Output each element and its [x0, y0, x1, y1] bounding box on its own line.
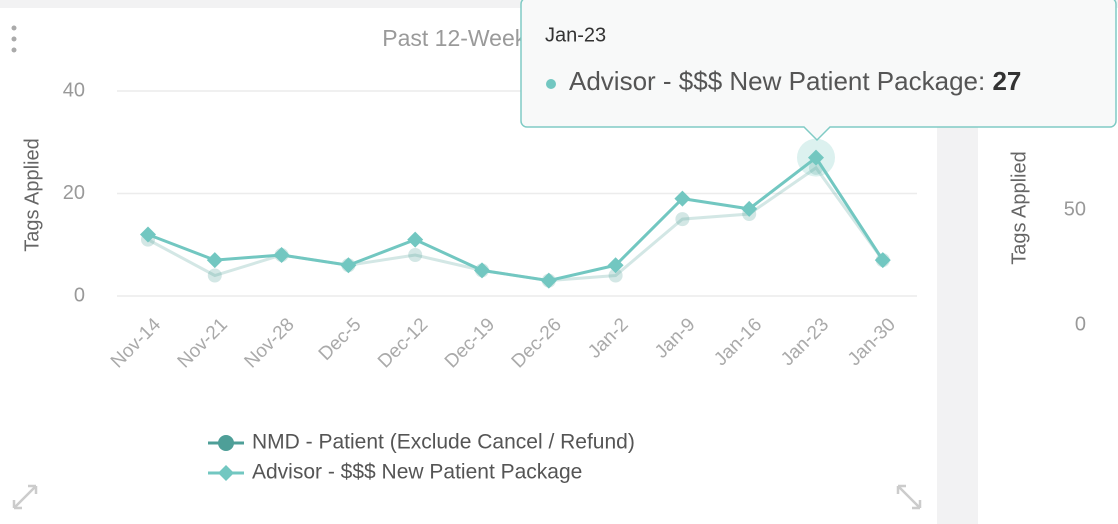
y-tick-label: 50: [1064, 198, 1086, 220]
expand-icon[interactable]: [896, 484, 922, 510]
tooltip-text: Advisor - $$$ New Patient Package: 27: [569, 66, 1021, 96]
data-point: [741, 200, 758, 217]
expand-icon[interactable]: [12, 484, 38, 510]
data-point: [808, 149, 824, 166]
data-point: [540, 272, 557, 289]
y-axis-label: Tags Applied: [1008, 151, 1030, 264]
y-tick-label: 20: [63, 182, 85, 204]
legend-marker: [218, 465, 234, 481]
tooltip-series: Advisor - $$$ New Patient Package: [569, 66, 978, 96]
chart-title: Past 12-Weeks: [382, 25, 538, 51]
data-point: [207, 268, 222, 283]
data-point: [674, 190, 691, 207]
data-point: [408, 248, 423, 262]
hover-halo: [797, 138, 835, 177]
data-point: [675, 212, 690, 227]
card: [0, 8, 937, 524]
tooltip: Jan-23 Advisor - $$$ New Patient Package…: [520, 0, 1117, 142]
data-point: [874, 252, 891, 269]
data-point: [140, 226, 156, 243]
legend-label: Advisor - $$$ New Patient Package: [252, 461, 582, 484]
data-point: [407, 231, 424, 248]
data-point: [474, 262, 490, 279]
data-point: [607, 257, 624, 274]
tooltip-dot: [546, 79, 556, 89]
series-line: [147, 155, 885, 283]
card: [978, 8, 1118, 524]
y-tick-label: 40: [63, 79, 85, 101]
drag-handle[interactable]: [11, 25, 17, 53]
data-point: [608, 268, 623, 283]
data-point: [273, 247, 290, 263]
tooltip-value: 27: [992, 66, 1021, 96]
tooltip-box: [520, 0, 1117, 142]
tooltip-category: Jan-23: [545, 24, 606, 46]
tooltip-sep: :: [978, 66, 992, 96]
data-point: [340, 257, 357, 274]
y-axis-label: Tags Applied: [21, 138, 43, 251]
y-tick-label: 0: [74, 284, 85, 306]
legend-label: NMD - Patient (Exclude Cancel / Refund): [252, 431, 635, 454]
data-point: [206, 252, 223, 269]
y-tick-label: 0: [1075, 313, 1086, 335]
legend-marker: [218, 435, 234, 451]
